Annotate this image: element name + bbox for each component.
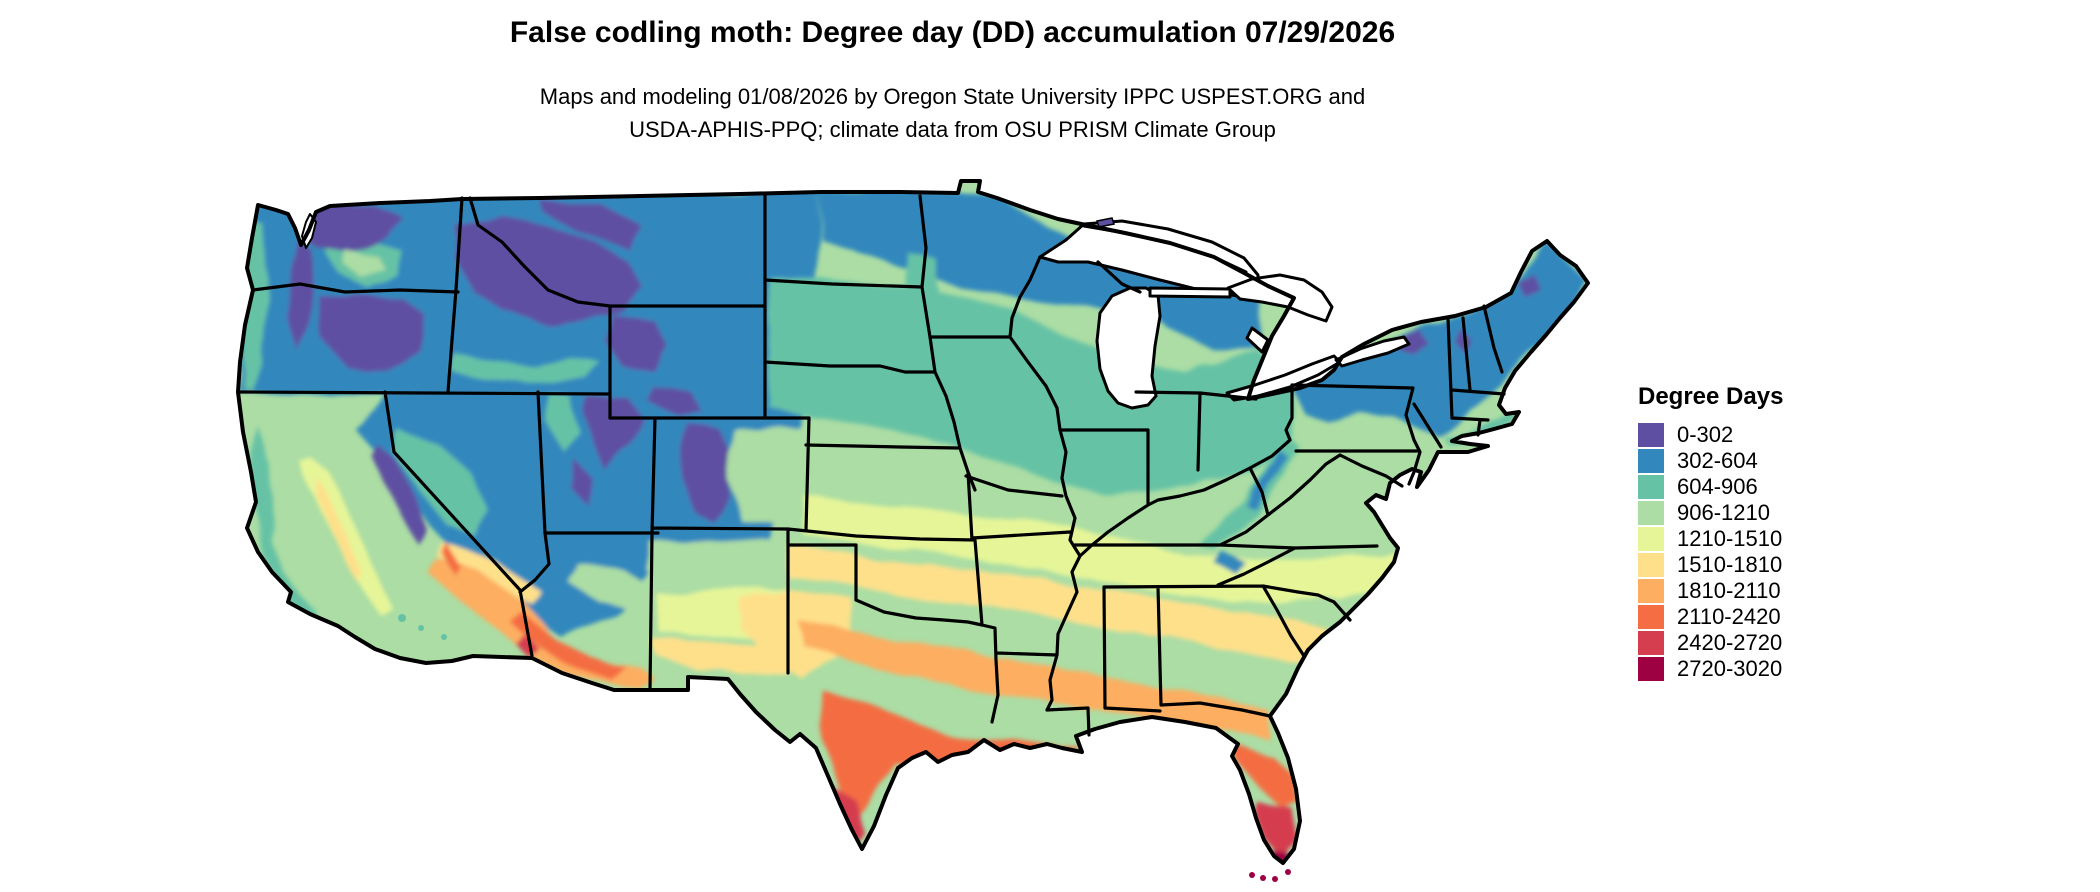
saginaw-bay <box>1245 326 1270 354</box>
green-columbia-core <box>342 250 386 276</box>
legend-label: 604-906 <box>1677 474 1758 499</box>
darkorange-central-florida <box>1231 744 1299 812</box>
channel-island <box>398 614 406 622</box>
legend-swatch-1510-1810 <box>1638 552 1664 578</box>
blue-zone-michigan <box>1148 290 1260 352</box>
purple-yellowstone <box>604 312 668 372</box>
legend-row: 2720-3020 <box>1638 656 1938 682</box>
lake-michigan <box>1095 286 1162 410</box>
great-lakes <box>301 213 1411 410</box>
purple-south-wyoming <box>650 388 702 416</box>
straits-of-mackinac <box>1148 286 1232 299</box>
legend-swatch-2720-3020 <box>1638 656 1664 682</box>
darkorange-phoenix-yuma <box>507 609 626 679</box>
legend-row: 906-1210 <box>1638 500 1938 526</box>
map-subtitle: Maps and modeling 01/08/2026 by Oregon S… <box>0 80 1905 146</box>
legend-row: 1810-2110 <box>1638 578 1938 604</box>
florida-key <box>1285 869 1291 875</box>
orange-sonoran-mojave <box>427 560 656 690</box>
legend-label: 2420-2720 <box>1677 630 1783 655</box>
legend-swatch-2110-2420 <box>1638 604 1664 630</box>
teal-salt-lake-valley <box>550 394 578 452</box>
channel-island <box>418 625 424 631</box>
legend-label: 906-1210 <box>1677 500 1770 525</box>
legend: Degree Days 0-302 302-604 604-906 906-12… <box>1638 384 1938 682</box>
blue-smokies <box>1213 551 1247 575</box>
map-subtitle-line1: Maps and modeling 01/08/2026 by Oregon S… <box>539 84 1366 109</box>
red-lower-colorado-river <box>516 634 540 660</box>
legend-row: 2420-2720 <box>1638 630 1938 656</box>
legend-label: 2110-2420 <box>1677 604 1781 629</box>
legend-label: 1510-1810 <box>1677 552 1783 577</box>
us-outline <box>236 179 1590 865</box>
legend-swatch-906-1210 <box>1638 500 1664 526</box>
purple-uinta-wasatch <box>584 398 646 470</box>
florida-key <box>1249 872 1255 878</box>
state-borders <box>238 194 1506 737</box>
red-south-florida <box>1257 806 1300 857</box>
purple-north-maine <box>1519 276 1543 299</box>
teal-california-north-coast <box>252 430 316 618</box>
purple-east-oregon <box>322 295 428 372</box>
legend-label: 2720-3020 <box>1677 656 1783 681</box>
legend-row: 302-604 <box>1638 448 1938 474</box>
yellowgreen-band <box>806 498 1396 604</box>
yellow-mojave-ring <box>438 545 540 601</box>
legend-swatch-2420-2720 <box>1638 630 1664 656</box>
isle-royale <box>1096 217 1115 228</box>
yellow-band-south <box>788 546 1360 667</box>
purple-northwest-montana <box>540 200 642 250</box>
yellow-valley-core <box>314 478 362 580</box>
legend-row: 1210-1510 <box>1638 526 1938 552</box>
purple-cascades <box>289 240 318 352</box>
purple-utah-plateau <box>571 458 592 506</box>
green-mogollon-rim <box>568 564 656 609</box>
darkorange-death-valley <box>444 546 464 577</box>
teal-great-basin <box>395 430 490 540</box>
green-colorado-plains <box>728 426 806 526</box>
legend-label: 1210-1510 <box>1677 526 1783 551</box>
legend-row: 604-906 <box>1638 474 1938 500</box>
legend-title: Degree Days <box>1638 383 1784 410</box>
yellow-border-new-mexico <box>650 640 788 674</box>
florida-key <box>1260 875 1266 881</box>
legend-swatch-1810-2110 <box>1638 578 1664 604</box>
legend-row: 2110-2420 <box>1638 604 1938 630</box>
blue-allegheny-ridge <box>1242 452 1291 506</box>
lake-huron <box>1226 273 1334 323</box>
purple-sierra-nevada <box>374 448 429 546</box>
offshore-islands <box>398 614 1291 882</box>
purple-north-washington <box>295 202 402 252</box>
florida-key <box>1272 876 1278 882</box>
legend-row: 0-302 <box>1638 422 1938 448</box>
purple-white-mountains <box>1454 328 1472 352</box>
legend-swatch-604-906 <box>1638 474 1664 500</box>
teal-snake-river-plain <box>450 352 600 384</box>
legend-label: 0-302 <box>1677 422 1734 447</box>
map-header: False codling moth: Degree day (DD) accu… <box>0 14 1905 146</box>
purple-colorado-rockies <box>681 424 733 521</box>
legend-row: 1510-1810 <box>1638 552 1938 578</box>
legend-label: 1810-2110 <box>1677 578 1781 603</box>
green-new-mexico-high <box>646 540 788 600</box>
yellow-west-texas <box>736 590 855 678</box>
teal-band-plains-midwest <box>768 276 1292 493</box>
legend-swatch-302-604 <box>1638 448 1664 474</box>
legend-swatch-1210-1510 <box>1638 526 1664 552</box>
legend-label: 302-604 <box>1677 448 1758 473</box>
channel-island <box>441 634 447 640</box>
legend-swatch-0-302 <box>1638 422 1664 448</box>
lake-ontario <box>1334 335 1411 368</box>
map-title: False codling moth: Degree day (DD) accu… <box>509 16 1396 49</box>
map-subtitle-line2: USDA-APHIS-PPQ; climate data from OSU PR… <box>629 117 1276 142</box>
